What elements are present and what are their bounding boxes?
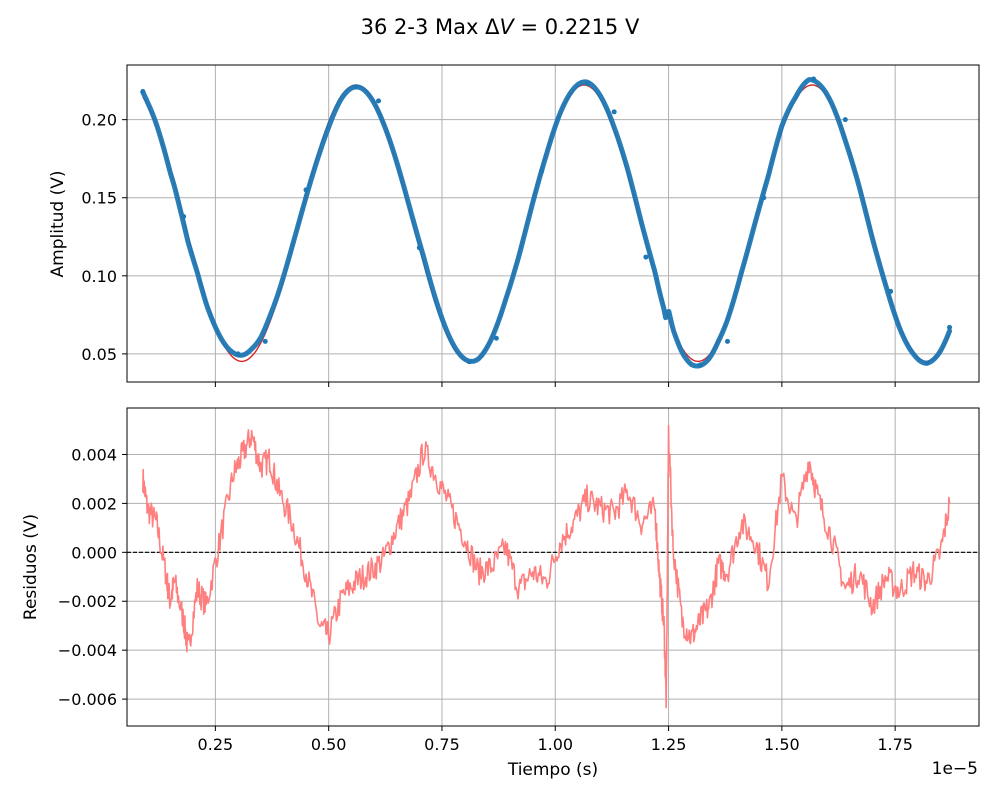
measured-point	[842, 117, 848, 123]
y-tick-label: 0.15	[81, 189, 117, 208]
x-tick-label: 1.75	[877, 735, 913, 754]
measured-point	[376, 98, 382, 104]
bottom-xlabel: Tiempo (s)	[507, 760, 598, 780]
measured-signal	[140, 76, 953, 369]
x-tick-label: 0.25	[198, 735, 234, 754]
bottom-ylabel: Residuos (V)	[21, 514, 41, 620]
bottom-ticks: 0.25 0.50 0.75 1.00 1.25 1.50 1.75 −0.006 −0.004…	[58, 445, 913, 754]
x-tick-label: 0.50	[311, 735, 347, 754]
fit-curve	[142, 84, 951, 363]
measured-point	[584, 81, 590, 87]
measured-point	[539, 168, 545, 174]
measured-point	[643, 254, 649, 260]
y-tick-label: −0.006	[58, 690, 117, 709]
measured-point	[611, 109, 617, 115]
measured-point	[262, 338, 268, 344]
measured-point	[493, 335, 499, 341]
measured-point	[811, 76, 817, 82]
residuals-signal	[142, 424, 951, 709]
measured-point	[235, 351, 241, 357]
bottom-axes-frame	[126, 407, 980, 727]
y-tick-label: −0.002	[58, 592, 117, 611]
y-tick-label: 0.000	[71, 543, 117, 562]
measured-point	[466, 359, 472, 365]
measured-point	[181, 213, 187, 219]
figure-title: 36 2-3 Max ΔV = 0.2215 V	[361, 15, 640, 39]
x-tick-label: 1.00	[537, 735, 573, 754]
y-tick-label: 0.20	[81, 111, 117, 130]
measured-line	[140, 77, 953, 369]
fit-line	[142, 84, 951, 363]
measured-point	[947, 324, 953, 330]
measured-point	[724, 338, 730, 344]
measured-point	[353, 84, 359, 90]
measured-point	[697, 362, 703, 368]
y-tick-label: −0.004	[58, 641, 117, 660]
measured-point	[924, 360, 930, 366]
measured-point	[761, 195, 767, 201]
measured-point	[303, 187, 309, 193]
residuals-line	[142, 424, 951, 709]
residuals-panel: 0.25 0.50 0.75 1.00 1.25 1.50 1.75 −0.006 −0.004…	[21, 407, 980, 780]
x-tick-label: 1.50	[764, 735, 800, 754]
top-grid	[127, 65, 979, 382]
x-tick-label: 0.75	[424, 735, 460, 754]
amplitude-panel: 0.05 0.10 0.15 0.20 Amplitud (V)	[48, 64, 980, 387]
x-tick-label: 1.25	[651, 735, 687, 754]
y-tick-label: 0.002	[71, 494, 117, 513]
y-tick-label: 0.004	[71, 445, 117, 464]
x-offset-label: 1e−5	[932, 759, 978, 779]
bottom-grid	[127, 408, 979, 726]
measured-point	[416, 245, 422, 251]
y-tick-label: 0.10	[81, 267, 117, 286]
y-tick-label: 0.05	[81, 345, 117, 364]
top-axes-frame	[126, 64, 980, 383]
top-ticks: 0.05 0.10 0.15 0.20	[81, 111, 896, 387]
measured-point	[140, 89, 146, 95]
measured-point	[888, 288, 894, 294]
top-ylabel: Amplitud (V)	[48, 171, 68, 278]
